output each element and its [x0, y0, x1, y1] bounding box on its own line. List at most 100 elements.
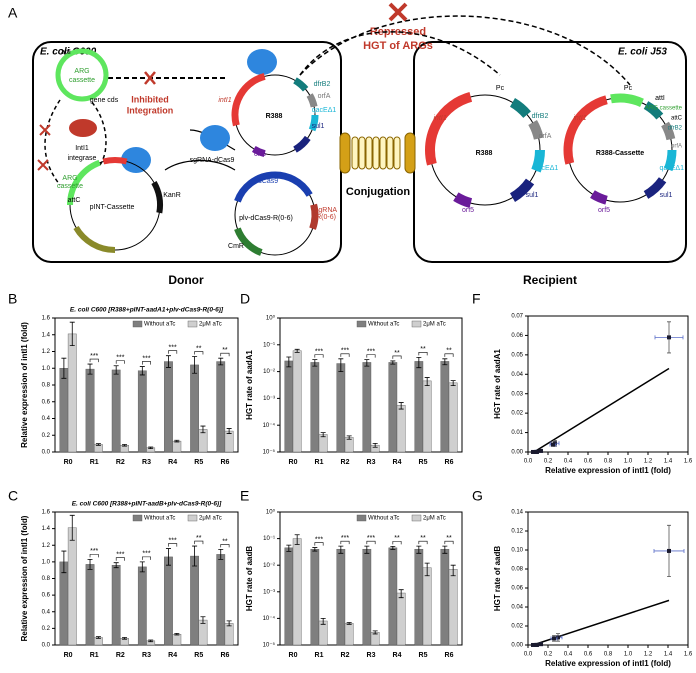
significance-label: *** [341, 348, 349, 355]
error-bar [113, 562, 119, 569]
bar [336, 363, 346, 453]
x-tick-label: R6 [445, 652, 454, 659]
plasmid-backbone [55, 48, 109, 102]
gene-arc [234, 171, 313, 203]
gene-arc [308, 114, 319, 132]
error-bar [294, 534, 300, 545]
legend-label: 2μM aTc [199, 516, 222, 522]
error-bar [424, 562, 430, 577]
bar [284, 360, 294, 453]
x-tick-label: 0.2 [544, 652, 553, 658]
significance-bracket [115, 360, 125, 364]
plot-frame [527, 511, 689, 646]
error-bar [192, 545, 198, 567]
significance-label: *** [315, 348, 323, 355]
pilus-rung [379, 136, 387, 170]
significance-label: *** [341, 535, 349, 542]
bar [85, 564, 95, 646]
y-axis-label: HGT rate of aadB [245, 546, 254, 612]
gene-arc [453, 192, 473, 208]
y-tick-label: 0.12 [511, 529, 523, 535]
significance-bracket [392, 355, 402, 359]
point [534, 642, 538, 647]
pilus-cap [404, 132, 416, 174]
significance-bracket [220, 544, 230, 548]
y-tick-label: 0.00 [511, 643, 523, 649]
point [539, 448, 543, 453]
significance-bracket [340, 540, 350, 545]
gene-arc [643, 177, 667, 199]
significance-bracket [444, 540, 454, 545]
y-tick-label: 0.14 [511, 510, 523, 516]
panel-letter: B [8, 291, 17, 307]
bar [67, 527, 77, 646]
significance-bracket [366, 540, 376, 545]
error-bar [450, 564, 456, 577]
x-tick-label: 0.8 [604, 652, 613, 658]
dcas9-protein [200, 125, 230, 151]
legend-swatch [356, 320, 367, 328]
significance-label: *** [142, 355, 150, 362]
y-tick-label: 0.04 [511, 372, 523, 378]
gene-label: ARG cassette [645, 106, 683, 112]
gene-arc [231, 72, 266, 127]
significance-bracket [444, 353, 454, 357]
bar [111, 369, 121, 453]
x-tick-label: R6 [445, 459, 454, 466]
x-tick-label: R4 [393, 652, 402, 659]
y-tick-label: 10⁻³ [263, 589, 275, 595]
bar [396, 405, 406, 453]
y-tick-label: 0.8 [42, 383, 51, 389]
promoter-label: Pc [624, 85, 633, 92]
y-tick-label: 0.02 [511, 411, 523, 417]
x-tick-label: R0 [64, 459, 73, 466]
bar [172, 440, 182, 453]
y-tick-label: 10⁻¹ [263, 342, 275, 348]
gene-label: orf5 [254, 151, 266, 158]
bar [448, 382, 458, 453]
x-tick-label: R0 [64, 652, 73, 659]
protein-label: integrase [68, 155, 97, 162]
recipient-cell [413, 41, 687, 263]
significance-label: ** [420, 346, 426, 353]
bar [137, 370, 147, 453]
x-tick-label: R1 [315, 459, 324, 466]
legend-swatch [187, 320, 198, 328]
bar [164, 556, 173, 646]
bar [440, 361, 450, 453]
y-tick-label: 0.6 [42, 593, 51, 599]
y-tick-label: 10⁻³ [263, 396, 275, 402]
chart-subtitle: E. coli C600 [R388+pINT-aadB+plv-dCas9-R… [72, 501, 222, 508]
y-tick-label: 10⁻⁵ [263, 642, 276, 649]
gene-arc [306, 93, 318, 108]
gene-arc [293, 77, 309, 92]
error-bar [416, 356, 422, 369]
error-bar [69, 321, 75, 347]
y-tick-label: 0.04 [511, 605, 523, 611]
significance-bracket [418, 352, 428, 356]
x-tick-label: R0 [289, 459, 298, 466]
y-tick-label: 10⁻⁴ [263, 615, 276, 622]
bar [292, 538, 302, 646]
plasmids [55, 48, 677, 256]
gene-arc [234, 227, 263, 256]
x-tick-label: 1.0 [624, 652, 633, 658]
error-bar [61, 357, 67, 379]
x-tick-label: R0 [289, 652, 298, 659]
significance-label: *** [90, 353, 98, 360]
pilus-rung [372, 136, 380, 170]
error-bar [398, 402, 404, 410]
transfer-arrow [299, 31, 501, 76]
x-tick-label: 1.2 [644, 652, 653, 658]
x-tick-label: R5 [194, 652, 203, 659]
error-bar [192, 356, 198, 374]
significance-label: ** [420, 535, 426, 542]
legend-swatch [132, 514, 143, 522]
charts: B 0.0 0.2 0.4 0.6 0.8 1.0 1.2 1.4 1.6 Relative exp… [8, 291, 693, 668]
significance-bracket [142, 556, 151, 560]
bar [216, 361, 226, 453]
pilus-rung [365, 136, 373, 170]
significance-bracket [366, 354, 376, 358]
error-bar [364, 359, 370, 367]
y-tick-label: 0.4 [42, 609, 51, 615]
